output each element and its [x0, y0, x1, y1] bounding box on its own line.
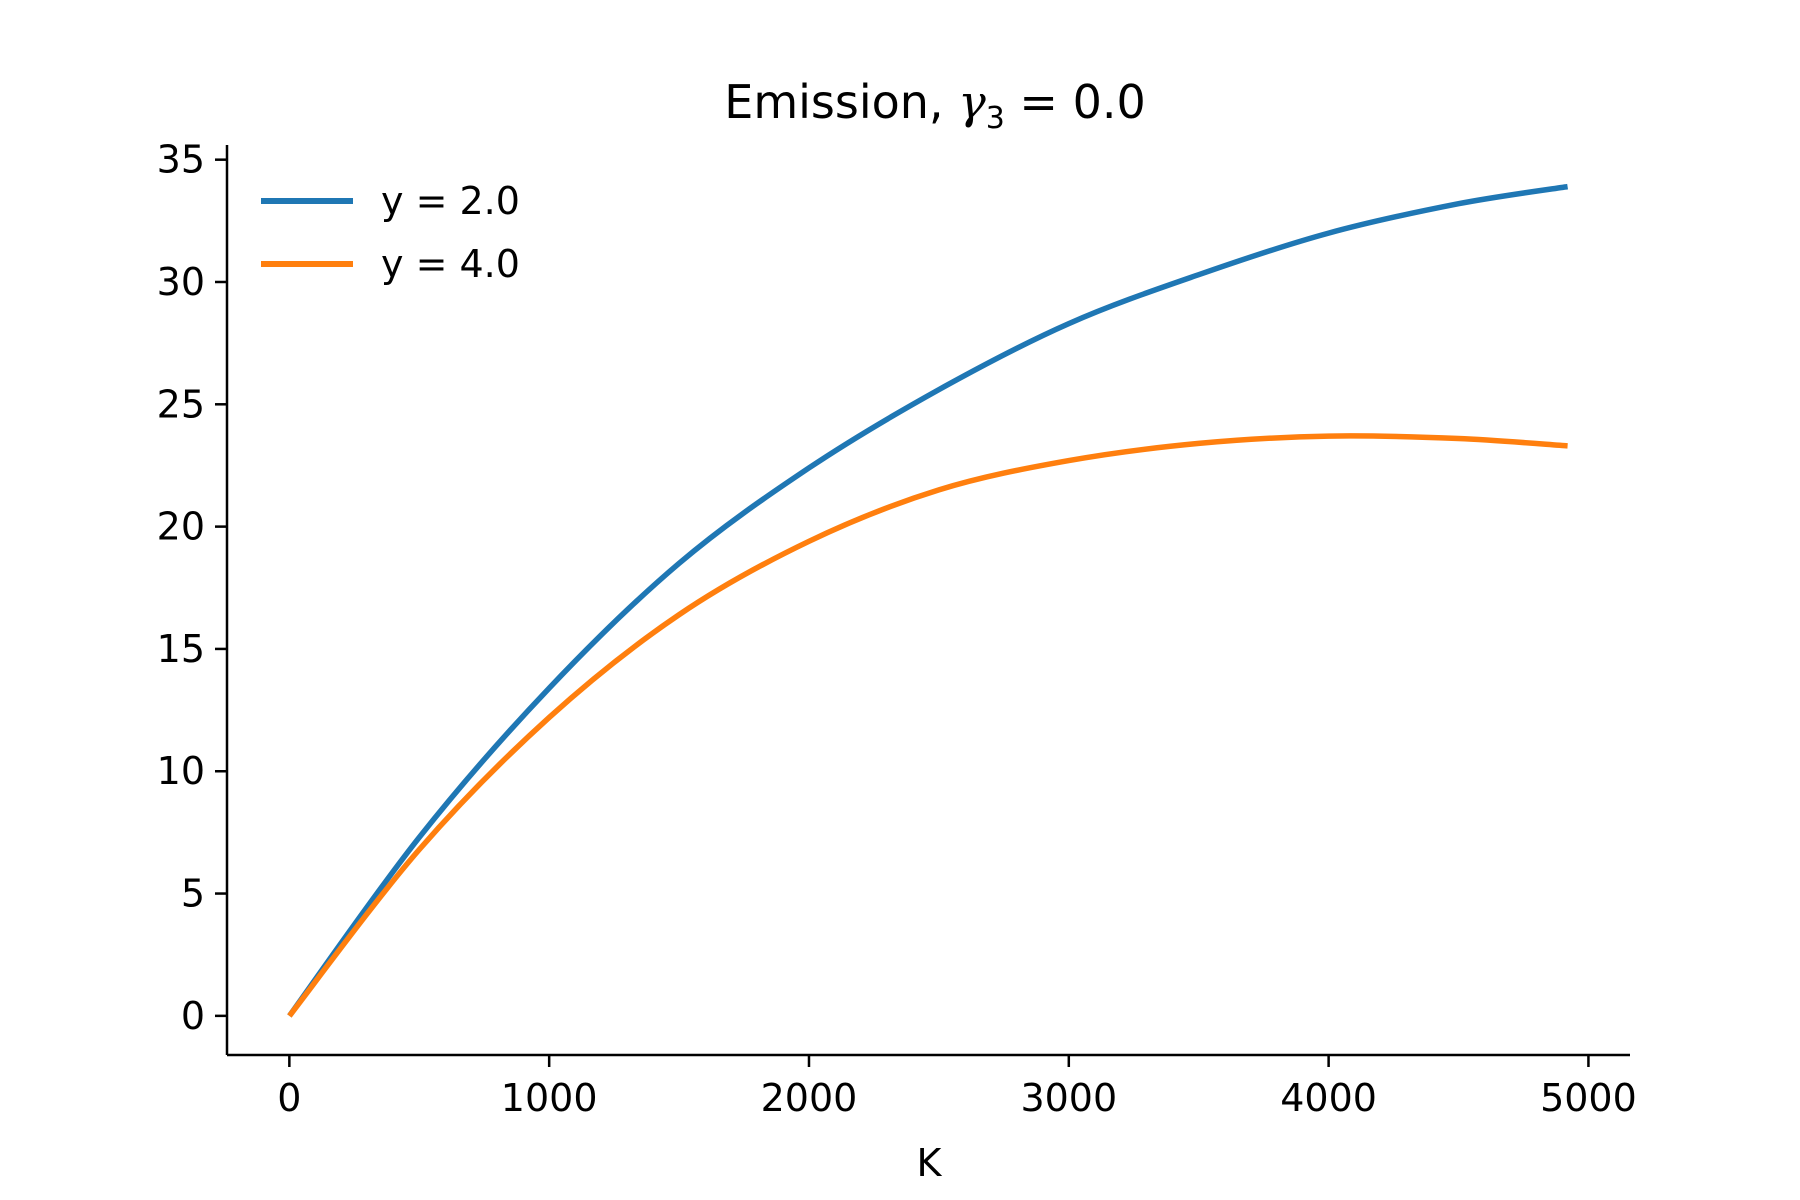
- y-axis-ticks: 0 5 10 15 20 25 30 35: [157, 138, 227, 1038]
- x-axis-ticks: 0 1000 2000 3000 4000 5000: [277, 1055, 1637, 1120]
- y-tick-label: 25: [157, 382, 205, 426]
- chart-title: Emission, γ3 = 0.0: [724, 75, 1145, 136]
- x-tick-label: 2000: [761, 1076, 858, 1120]
- x-tick-label: 1000: [501, 1076, 598, 1120]
- y-tick-label: 5: [181, 872, 205, 916]
- y-tick-label: 15: [157, 627, 205, 671]
- y-tick-label: 35: [157, 138, 205, 182]
- series-line-1: [287, 183, 1569, 1018]
- x-tick-label: 4000: [1280, 1076, 1377, 1120]
- y-tick-label: 30: [157, 260, 205, 304]
- plot-lines: [287, 183, 1569, 1018]
- series-line-2: [287, 433, 1568, 1018]
- y-tick-label: 0: [181, 994, 205, 1038]
- x-tick-label: 5000: [1540, 1076, 1637, 1120]
- x-axis-label: K: [917, 1141, 943, 1185]
- y-tick-label: 20: [157, 505, 205, 549]
- x-tick-label: 3000: [1020, 1076, 1117, 1120]
- legend-label-1: y = 2.0: [381, 179, 520, 223]
- legend: y = 2.0 y = 4.0: [261, 179, 520, 286]
- legend-label-2: y = 4.0: [381, 242, 520, 286]
- y-tick-label: 10: [157, 749, 205, 793]
- x-tick-label: 0: [277, 1076, 301, 1120]
